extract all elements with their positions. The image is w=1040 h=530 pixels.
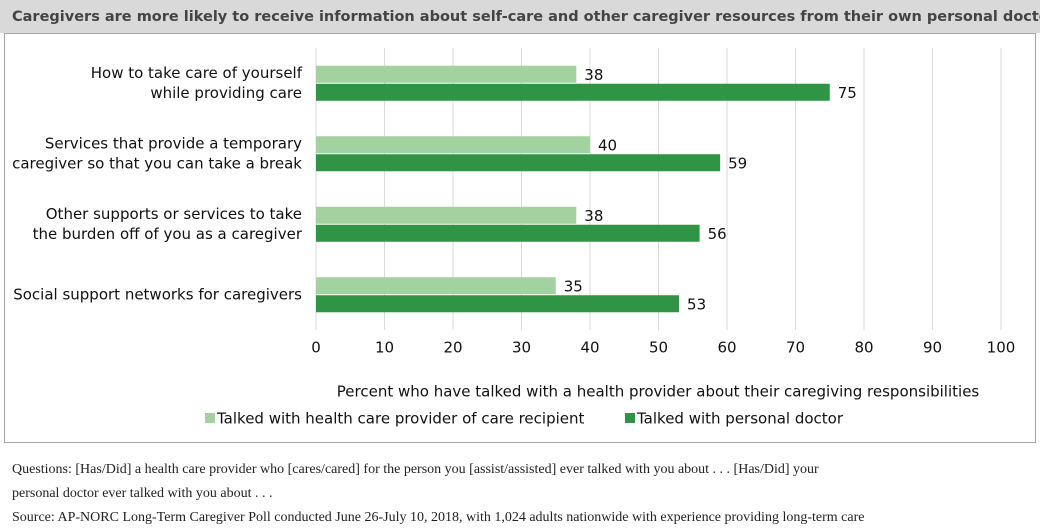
bar [316, 136, 590, 154]
x-tick-label: 40 [580, 339, 599, 357]
x-tick-label: 0 [311, 339, 321, 357]
legend-label: Talked with health care provider of care… [216, 410, 584, 428]
x-tick-label: 90 [923, 339, 942, 357]
data-label: 56 [708, 225, 727, 243]
bar [316, 65, 577, 83]
y-tick-label: Other supports or services to take [46, 205, 302, 223]
title-band [0, 0, 1040, 33]
x-tick-label: 80 [854, 339, 873, 357]
y-tick-label: Social support networks for caregivers [13, 285, 302, 303]
bar [316, 154, 721, 172]
footnote: personal doctor ever talked with you abo… [12, 486, 272, 501]
x-tick-label: 50 [649, 339, 668, 357]
bar [316, 224, 700, 242]
x-tick-label: 30 [512, 339, 531, 357]
y-tick-label: Services that provide a temporary [45, 134, 302, 152]
data-label: 40 [598, 136, 617, 154]
x-tick-label: 60 [717, 339, 736, 357]
x-tick-label: 20 [443, 339, 462, 357]
x-tick-label: 10 [375, 339, 394, 357]
x-tick-label: 100 [987, 339, 1016, 357]
data-label: 38 [584, 66, 603, 84]
data-label: 59 [728, 154, 747, 172]
data-label: 38 [584, 207, 603, 225]
legend-swatch [625, 413, 635, 423]
x-tick-label: 70 [786, 339, 805, 357]
y-tick-label: How to take care of yourself [91, 64, 303, 82]
bar [316, 206, 577, 224]
chart-frame [4, 33, 1036, 443]
legend-swatch [205, 413, 215, 423]
data-label: 35 [564, 277, 583, 295]
chart-title: Caregivers are more likely to receive in… [12, 9, 1040, 25]
y-tick-label: while providing care [150, 84, 302, 102]
bar [316, 83, 830, 101]
data-label: 75 [838, 84, 857, 102]
bar [316, 295, 680, 313]
y-tick-label: caregiver so that you can take a break [12, 154, 302, 172]
footnote: Questions: [Has/Did] a health care provi… [12, 462, 819, 477]
data-label: 53 [687, 295, 706, 313]
footnote: Source: AP-NORC Long-Term Caregiver Poll… [12, 510, 864, 525]
bar [316, 277, 556, 295]
legend-label: Talked with personal doctor [636, 410, 844, 428]
x-axis-label: Percent who have talked with a health pr… [337, 383, 980, 401]
y-tick-label: the burden off of you as a caregiver [33, 225, 303, 243]
